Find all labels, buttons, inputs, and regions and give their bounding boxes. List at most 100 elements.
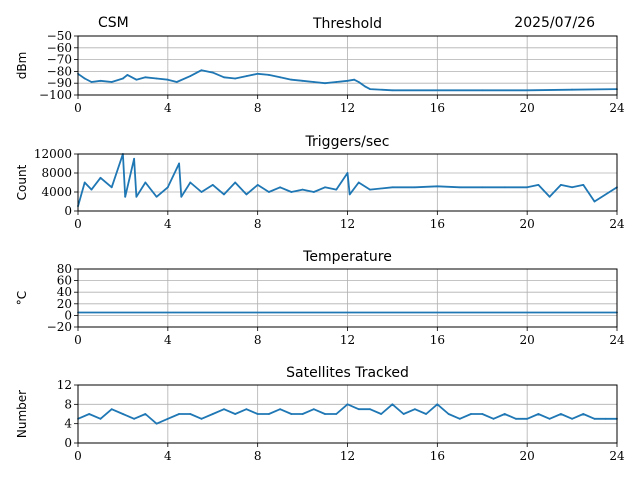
data-point <box>200 69 203 72</box>
y-tick-label: −20 <box>47 320 72 334</box>
data-point <box>144 181 147 184</box>
data-point <box>124 195 127 198</box>
data-point <box>200 417 203 420</box>
data-point <box>245 75 248 78</box>
chart-panel-2: 0 4 8 12 16 20 24 0 4000 8000 12000 Triggers/sec Cou… <box>15 134 625 231</box>
data-point <box>155 422 158 425</box>
data-point <box>189 413 192 415</box>
y-tick-label: 0 <box>64 308 72 322</box>
x-tick-label: 4 <box>164 101 172 115</box>
y-tick-label: 8000 <box>41 166 72 180</box>
data-point <box>133 417 136 420</box>
x-tick-label: 20 <box>520 449 535 463</box>
data-point <box>324 186 326 189</box>
y-tick-label: −60 <box>47 41 72 55</box>
data-point <box>211 413 214 415</box>
data-point <box>402 413 405 415</box>
data-point <box>245 193 248 196</box>
data-point <box>189 181 192 184</box>
data-point <box>267 74 270 76</box>
data-point <box>279 76 282 79</box>
data-point <box>571 186 573 189</box>
data-point <box>357 181 360 184</box>
x-tick-label: 8 <box>254 217 262 231</box>
data-point <box>189 75 192 78</box>
data-point <box>155 195 158 198</box>
data-point <box>211 71 214 74</box>
y-tick-label: 12 <box>57 378 72 392</box>
data-point <box>256 72 259 75</box>
data-point <box>234 77 237 80</box>
data-point <box>166 186 169 189</box>
x-tick-label: 12 <box>340 217 355 231</box>
data-point <box>436 89 439 92</box>
data-point <box>88 413 91 415</box>
data-point <box>144 413 147 415</box>
data-point <box>290 413 293 415</box>
x-tick-label: 20 <box>520 217 535 231</box>
x-tick-label: 0 <box>74 449 82 463</box>
y-axis-label: °C <box>15 291 29 305</box>
data-point <box>503 413 506 415</box>
data-point <box>369 88 371 90</box>
x-tick-label: 24 <box>609 333 625 347</box>
data-point <box>335 413 338 415</box>
data-point <box>166 417 169 420</box>
data-point <box>357 81 360 83</box>
x-tick-label: 12 <box>340 449 355 463</box>
data-point <box>526 417 529 420</box>
y-tick-label: 4 <box>64 417 72 431</box>
data-point <box>593 200 596 203</box>
data-point <box>492 417 495 420</box>
data-point <box>99 176 102 179</box>
x-tick-label: 8 <box>254 333 262 347</box>
data-point <box>346 79 349 82</box>
y-tick-label: 20 <box>57 297 72 311</box>
data-point <box>425 413 428 415</box>
x-tick-label: 4 <box>164 217 172 231</box>
data-point <box>369 408 371 411</box>
y-tick-label: 80 <box>57 262 72 276</box>
chart-title: Satellites Tracked <box>286 365 409 381</box>
data-point <box>83 77 86 80</box>
y-tick-label: 8 <box>64 397 72 411</box>
x-tick-label: 16 <box>430 449 445 463</box>
data-point <box>99 79 102 82</box>
data-point <box>346 172 349 174</box>
data-point <box>175 81 178 83</box>
header-left-title: CSM <box>98 15 129 31</box>
data-point <box>312 191 315 193</box>
x-tick-label: 20 <box>520 101 535 115</box>
x-tick-label: 12 <box>340 101 355 115</box>
chart-title: Triggers/sec <box>305 134 390 150</box>
y-axis-label: Number <box>15 390 29 438</box>
series-line <box>77 153 618 207</box>
chart-panel-4: 0 4 8 12 16 20 24 0 4 8 12 Satellites Tracked Number <box>15 365 625 463</box>
data-point <box>223 408 225 411</box>
data-point <box>458 186 461 189</box>
data-point <box>413 186 416 189</box>
data-point <box>526 89 529 92</box>
data-point <box>348 193 351 196</box>
data-point <box>353 78 356 81</box>
data-point <box>180 195 183 198</box>
data-point <box>290 78 293 81</box>
data-point <box>144 76 147 79</box>
x-tick-label: 0 <box>74 217 82 231</box>
data-point <box>548 195 551 198</box>
data-point <box>166 78 169 81</box>
data-point <box>335 81 338 83</box>
x-tick-label: 16 <box>430 217 445 231</box>
data-point <box>369 188 371 191</box>
y-axis-label: Count <box>15 164 29 200</box>
data-point <box>256 183 259 186</box>
data-point <box>99 417 102 420</box>
data-point <box>83 181 86 184</box>
y-tick-label: −70 <box>47 53 72 67</box>
x-tick-label: 8 <box>254 449 262 463</box>
data-point <box>122 413 124 415</box>
data-point <box>200 191 203 193</box>
data-point <box>559 413 562 415</box>
data-point <box>582 183 585 186</box>
